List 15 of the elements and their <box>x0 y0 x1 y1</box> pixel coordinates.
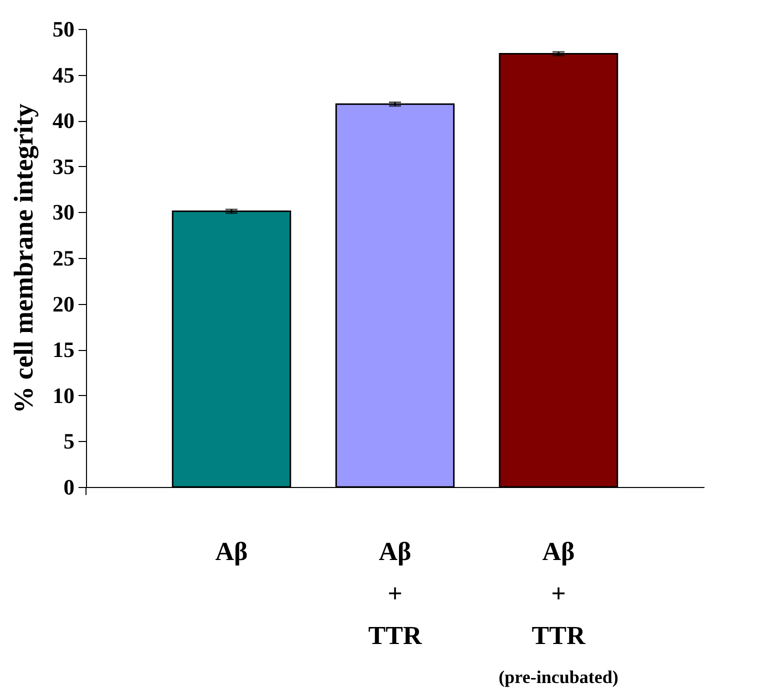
y-tick-label: 40 <box>52 108 74 134</box>
y-tick-label: 0 <box>64 474 74 500</box>
y-axis-title: % cell membrane integrity <box>8 103 38 414</box>
y-tick-label: 35 <box>52 154 74 179</box>
x-tick-label: Aβ <box>215 537 248 566</box>
y-tick-label: 50 <box>52 16 74 42</box>
y-tick-label: 15 <box>52 337 74 362</box>
y-tick-label: 30 <box>52 200 74 225</box>
x-tick-label: Aβ + TTR <box>368 537 422 650</box>
y-tick-label: 5 <box>64 428 74 454</box>
x-tick-label: Aβ + TTR (pre-incubated) <box>498 537 618 687</box>
y-tick-label: 20 <box>52 291 74 316</box>
y-tick-label: 25 <box>52 246 74 270</box>
y-tick-label: 10 <box>52 382 74 408</box>
y-tick-label: 45 <box>52 62 74 88</box>
